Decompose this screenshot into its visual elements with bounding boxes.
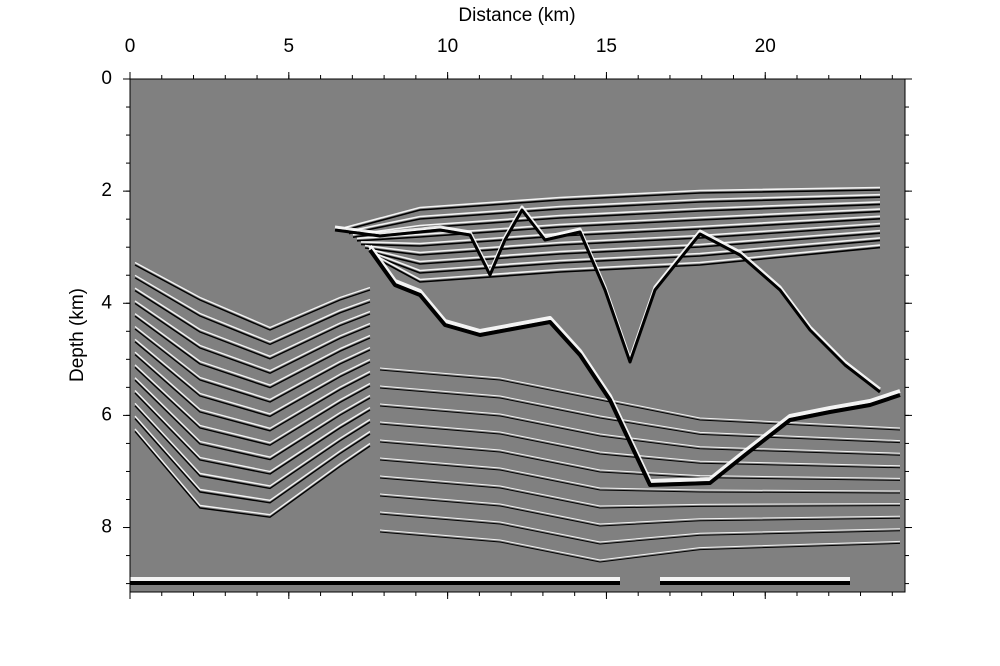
reflector	[134, 274, 371, 343]
reflector	[379, 511, 901, 543]
reflector	[134, 390, 371, 473]
reflector	[379, 531, 901, 563]
reflector	[352, 201, 881, 236]
reflector	[134, 328, 371, 403]
reflector	[379, 475, 901, 507]
reflector	[379, 367, 901, 429]
reflector	[134, 415, 371, 501]
reflector	[368, 244, 901, 483]
reflector	[134, 405, 371, 490]
reflector	[134, 351, 371, 429]
reflector	[134, 428, 371, 516]
reflector	[344, 189, 881, 231]
reflector	[379, 477, 901, 509]
reflector	[134, 402, 371, 487]
reflector	[134, 313, 371, 386]
reflector	[368, 229, 881, 263]
x-tick-label: 0	[125, 36, 136, 57]
reflector	[134, 392, 371, 475]
plot-frame	[129, 78, 906, 593]
reflector	[379, 423, 901, 469]
reflector	[134, 287, 371, 357]
x-tick-label: 20	[755, 36, 776, 57]
reflector	[134, 300, 371, 372]
reflector	[379, 405, 901, 456]
x-tick-label: 5	[284, 36, 295, 57]
reflector	[134, 315, 371, 389]
reflector	[379, 403, 901, 454]
reflector	[134, 302, 371, 374]
reflector	[356, 208, 881, 240]
reflector	[334, 208, 881, 394]
reflector	[379, 457, 901, 492]
y-axis-label: Depth (km)	[67, 288, 88, 382]
reflector	[379, 421, 901, 467]
reflector	[372, 239, 881, 274]
reflector	[134, 366, 371, 446]
y-tick-label: 8	[101, 517, 112, 538]
y-tick-label: 0	[101, 68, 112, 89]
reflector	[376, 244, 881, 281]
reflector	[134, 261, 371, 329]
x-tick-label: 15	[596, 36, 617, 57]
reflector	[379, 439, 901, 479]
reflector	[348, 193, 881, 232]
reflector	[368, 248, 901, 487]
reflector	[348, 196, 881, 235]
reflector	[134, 379, 371, 461]
reflector	[134, 354, 371, 432]
reflector	[134, 325, 371, 401]
reflector	[379, 513, 901, 545]
reflector	[372, 237, 881, 272]
y-tick-label: 6	[101, 404, 112, 425]
reflector	[379, 493, 901, 525]
reflector	[134, 418, 371, 504]
reflector	[379, 459, 901, 494]
reflector	[134, 277, 371, 346]
seismic-image	[130, 186, 901, 585]
x-tick-label: 10	[437, 36, 458, 57]
reflector	[364, 222, 881, 254]
x-axis-label: Distance (km)	[458, 5, 575, 26]
reflector	[134, 290, 371, 360]
y-tick-label: 2	[101, 180, 112, 201]
y-tick-label: 4	[101, 292, 112, 313]
reflector	[134, 341, 371, 418]
reflector	[379, 441, 901, 481]
reflector	[364, 225, 881, 256]
reflector	[368, 232, 881, 265]
reflector	[134, 264, 371, 331]
reflector	[379, 495, 901, 527]
reflector	[134, 338, 371, 415]
reflector	[344, 186, 881, 229]
reflector	[134, 364, 371, 444]
reflector	[134, 377, 371, 458]
reflector	[376, 246, 881, 283]
reflector	[134, 430, 371, 518]
reflector	[356, 210, 881, 242]
reflector	[379, 369, 901, 431]
reflector	[379, 529, 901, 561]
